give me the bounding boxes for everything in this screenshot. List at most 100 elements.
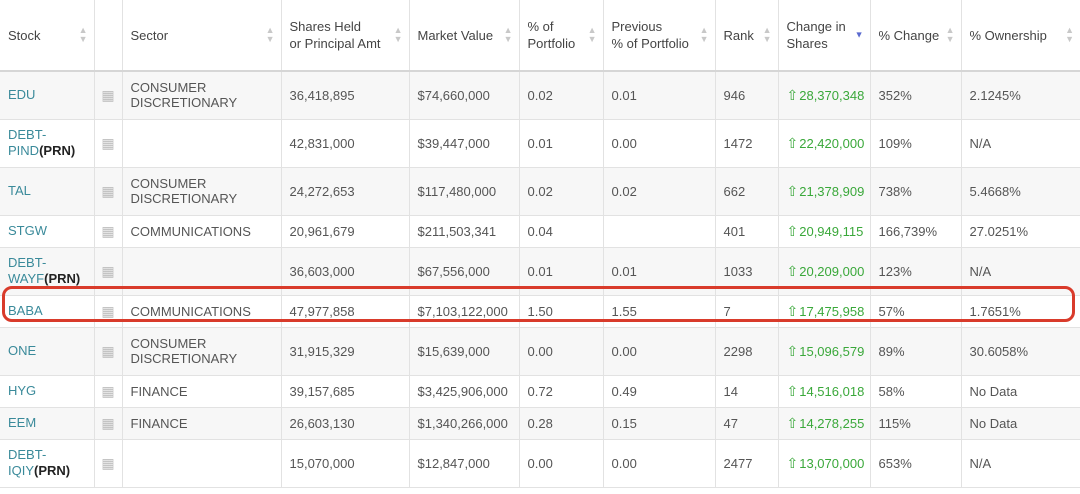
- change-cell: ⇧14,516,018: [777, 375, 870, 408]
- grid-icon[interactable]: ▦: [101, 382, 115, 399]
- market-value-cell: $7,103,122,000: [408, 295, 519, 328]
- stock-link[interactable]: EEM: [8, 415, 37, 430]
- stock-link[interactable]: STGW: [8, 223, 47, 238]
- rank-cell: 662: [714, 167, 778, 216]
- col-header-prev-pct[interactable]: Previous % of Portfolio ▲ ▼: [602, 0, 715, 72]
- market-value-cell: $3,425,906,000: [408, 375, 519, 408]
- table-row[interactable]: DEBT- PIND(PRN) ▦ 42,831,000 $39,447,000 0.0…: [0, 119, 1080, 168]
- grid-icon[interactable]: ▦: [101, 454, 115, 471]
- col-header-pct-portfolio[interactable]: % of Portfolio ▲ ▼: [518, 0, 603, 72]
- pct-change-cell: 352%: [869, 71, 961, 120]
- grid-icon[interactable]: ▦: [101, 414, 115, 431]
- col-header-ownership[interactable]: % Ownership ▲ ▼: [960, 0, 1080, 72]
- shares-cell: 42,831,000: [280, 119, 409, 168]
- sector-cell: COMMUNICATIONS: [121, 215, 281, 248]
- table-row[interactable]: EEM ▦ FINANCE 26,603,130 $1,340,266,000 0.28 0…: [0, 407, 1080, 440]
- grid-icon[interactable]: ▦: [101, 302, 115, 319]
- shares-cell: 36,603,000: [280, 247, 409, 296]
- sector-cell: FINANCE: [121, 407, 281, 440]
- sort-icon[interactable]: ▲ ▼: [762, 25, 772, 44]
- stock-link[interactable]: DEBT- IQIY: [8, 447, 47, 478]
- sector-cell: COMMUNICATIONS: [121, 295, 281, 328]
- stock-link[interactable]: BABA: [8, 303, 43, 318]
- shares-cell: 31,915,329: [280, 327, 409, 376]
- sort-icon[interactable]: ▲ ▼: [699, 25, 709, 44]
- ownership-cell: N/A: [960, 439, 1080, 488]
- sort-icon[interactable]: ▲ ▼: [503, 25, 513, 44]
- sort-icon[interactable]: ▲ ▼: [1065, 25, 1074, 44]
- ownership-cell: No Data: [960, 407, 1080, 440]
- prev-pct-cell: 0.49: [602, 375, 715, 408]
- table-row[interactable]: HYG ▦ FINANCE 39,157,685 $3,425,906,000 0.72 0…: [0, 375, 1080, 408]
- sector-cell: FINANCE: [121, 375, 281, 408]
- sector-cell: CONSUMER DISCRETIONARY: [121, 71, 281, 120]
- col-header-market-value[interactable]: Market Value ▲ ▼: [408, 0, 519, 72]
- prev-pct-cell: 0.00: [602, 439, 715, 488]
- shares-cell: 39,157,685: [280, 375, 409, 408]
- table-row[interactable]: ONE ▦ CONSUMER DISCRETIONARY 31,915,329 $15,…: [0, 327, 1080, 376]
- pct-portfolio-cell: 1.50: [518, 295, 603, 328]
- grid-icon[interactable]: ▦: [101, 86, 115, 103]
- col-label: Stock: [8, 27, 41, 43]
- change-cell: ⇧21,378,909: [777, 167, 870, 216]
- stock-cell: DEBT- WAYF(PRN): [0, 247, 94, 296]
- change-cell: ⇧15,096,579: [777, 327, 870, 376]
- pct-portfolio-cell: 0.28: [518, 407, 603, 440]
- change-cell: ⇧28,370,348: [777, 71, 870, 120]
- grid-icon[interactable]: ▦: [101, 182, 115, 199]
- pct-change-cell: 166,739%: [869, 215, 961, 248]
- stock-link[interactable]: ONE: [8, 343, 37, 358]
- stock-link[interactable]: TAL: [8, 183, 31, 198]
- table-row[interactable]: DEBT- WAYF(PRN) ▦ 36,603,000 $67,556,000 0.0…: [0, 247, 1080, 296]
- grid-icon[interactable]: ▦: [101, 134, 115, 151]
- table-row[interactable]: BABA ▦ COMMUNICATIONS 47,977,858 $7,103,122,…: [0, 295, 1080, 328]
- sort-icon[interactable]: ▲ ▼: [265, 25, 275, 44]
- ownership-cell: 27.0251%: [960, 215, 1080, 248]
- grid-icon-cell: ▦: [93, 71, 122, 120]
- rank-cell: 2477: [714, 439, 778, 488]
- col-header-change-shares[interactable]: Change in Shares ▼: [777, 0, 870, 72]
- market-value-cell: $12,847,000: [408, 439, 519, 488]
- col-header-rank[interactable]: Rank ▲ ▼: [714, 0, 778, 72]
- stock-cell: BABA: [0, 295, 94, 328]
- stock-link[interactable]: DEBT- PIND: [8, 127, 47, 158]
- table-row[interactable]: EDU ▦ CONSUMER DISCRETIONARY 36,418,895 $74,…: [0, 71, 1080, 120]
- rank-cell: 2298: [714, 327, 778, 376]
- table-row[interactable]: DEBT- IQIY(PRN) ▦ 15,070,000 $12,847,000 0.0…: [0, 439, 1080, 488]
- stock-link[interactable]: EDU: [8, 87, 36, 103]
- grid-icon-cell: ▦: [93, 295, 122, 328]
- col-label: Market Value: [417, 27, 494, 43]
- stock-cell: TAL: [0, 167, 94, 216]
- col-header-shares[interactable]: Shares Held or Principal Amt ▲ ▼: [280, 0, 409, 72]
- sort-icon[interactable]: ▲ ▼: [78, 25, 88, 44]
- ownership-cell: 1.7651%: [960, 295, 1080, 328]
- up-arrow-icon: ⇧: [786, 382, 799, 399]
- grid-icon[interactable]: ▦: [101, 222, 115, 239]
- stock-link[interactable]: HYG: [8, 383, 37, 398]
- sort-icon[interactable]: ▲ ▼: [945, 25, 955, 44]
- rank-cell: 1472: [714, 119, 778, 168]
- market-value-cell: $67,556,000: [408, 247, 519, 296]
- sort-desc-icon[interactable]: ▼: [854, 29, 864, 40]
- pct-change-cell: 109%: [869, 119, 961, 168]
- col-header-pct-change[interactable]: % Change ▲ ▼: [869, 0, 961, 72]
- sort-icon[interactable]: ▲ ▼: [587, 25, 597, 44]
- sort-icon[interactable]: ▲ ▼: [393, 25, 403, 44]
- table-row[interactable]: STGW ▦ COMMUNICATIONS 20,961,679 $211,503,34…: [0, 215, 1080, 248]
- stock-link[interactable]: DEBT- WAYF: [8, 255, 47, 286]
- col-header-stock[interactable]: Stock ▲ ▼: [0, 0, 94, 72]
- shares-cell: 15,070,000: [280, 439, 409, 488]
- col-label: Change in Shares: [786, 19, 846, 51]
- grid-icon[interactable]: ▦: [101, 262, 115, 279]
- col-label: Shares Held or Principal Amt: [289, 19, 381, 51]
- prev-pct-cell: 0.01: [602, 71, 715, 120]
- prev-pct-cell: 1.55: [602, 295, 715, 328]
- grid-icon[interactable]: ▦: [101, 342, 115, 359]
- col-header-sector[interactable]: Sector ▲ ▼: [121, 0, 281, 72]
- change-value: 14,516,018: [799, 383, 865, 399]
- change-value: 15,096,579: [799, 343, 865, 359]
- grid-icon-cell: ▦: [93, 439, 122, 488]
- table-row[interactable]: TAL ▦ CONSUMER DISCRETIONARY 24,272,653 $117…: [0, 167, 1080, 216]
